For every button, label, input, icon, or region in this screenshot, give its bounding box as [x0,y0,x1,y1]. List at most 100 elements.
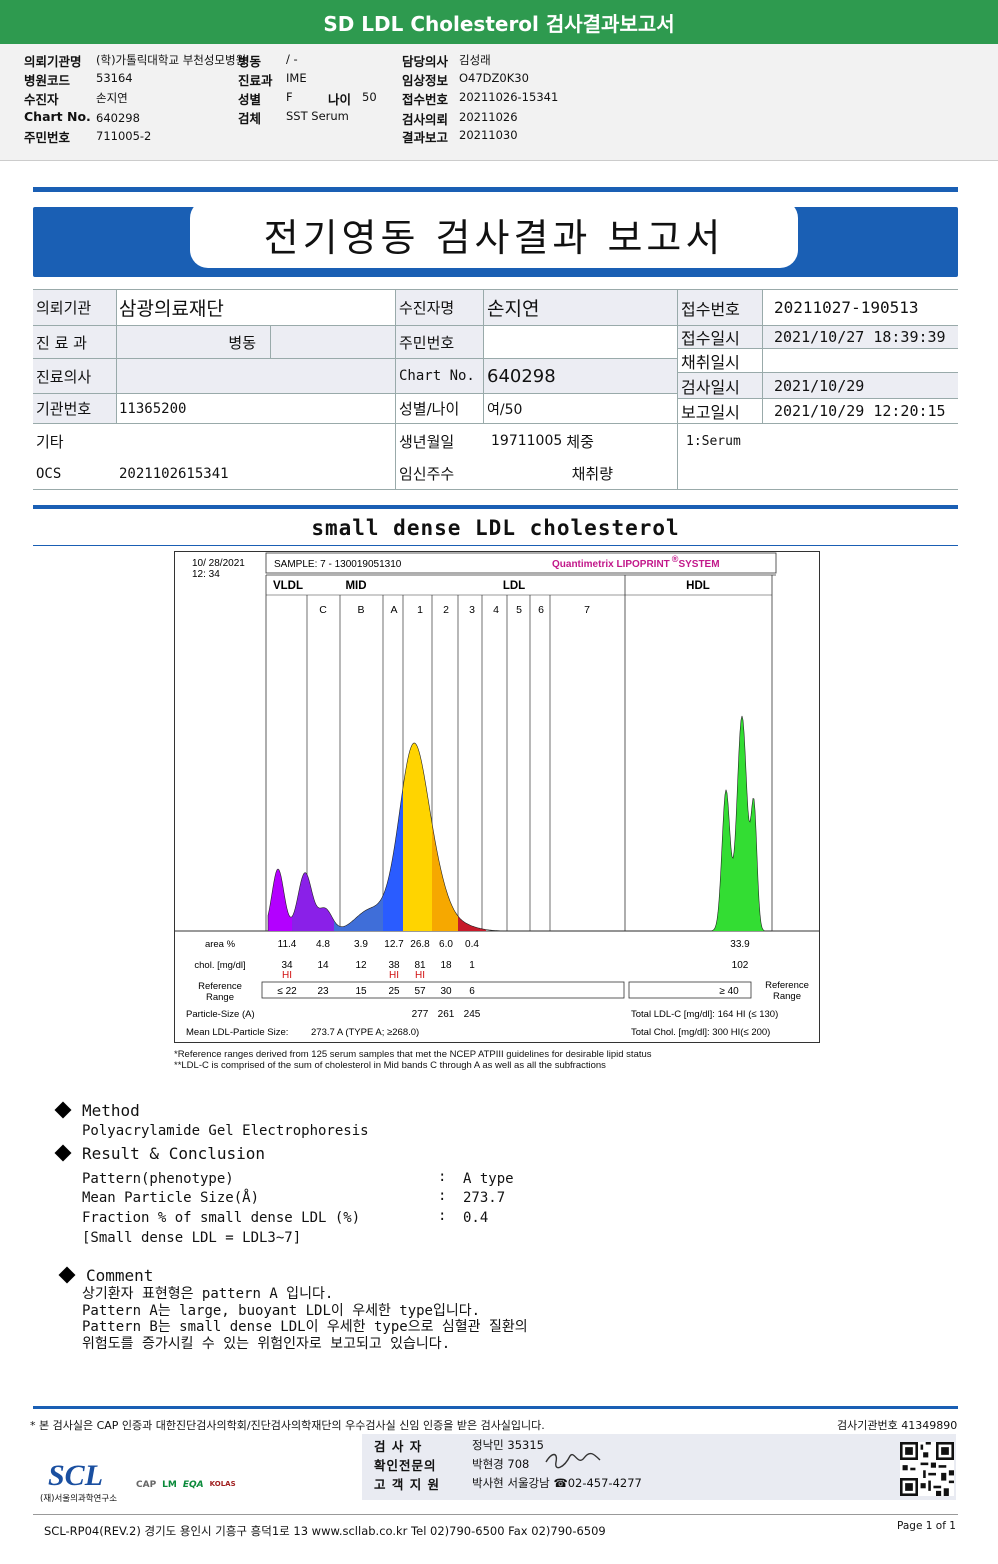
birth-label: 생년월일 [399,432,455,451]
ref-range-value: 23 [317,986,329,997]
header-key: 검사의뢰 [402,112,449,127]
particle-size-value: 245 [464,1009,481,1020]
signer-name: 박현경 708 [472,1457,530,1471]
header-key: Chart No. [24,109,91,124]
chart-curve-segment [458,916,486,931]
chart-group-label: MID [345,580,366,592]
header-key: 의뢰기관명 [24,54,82,69]
mean-size-label: Mean LDL-Particle Size: [186,1027,288,1038]
bullet-diamond-icon [54,1144,72,1162]
chart-curve-segment [292,872,334,931]
footer-address: SCL-RP04(REV.2) 경기도 용인시 기흥구 흥덕1로 13 www.… [44,1524,606,1538]
doctor-label: 진료의사 [33,359,395,394]
receipt-no-value: 20211027-190513 [762,290,958,326]
method-text: Polyacrylamide Gel Electrophoresis [82,1123,369,1139]
scl-logo: SCL [48,1459,104,1492]
misc-label: 기타 [36,432,64,451]
signer-role: 고 객 지 원 [374,1477,441,1492]
chart-group-label: VLDL [273,580,303,592]
result-value: A type [463,1171,514,1187]
chol-value: 34 [281,960,293,971]
chart-band-label: A [390,604,397,616]
result-label: Pattern(phenotype) [82,1171,234,1187]
ref-range-value: 6 [469,986,475,997]
chart-result-table: area %chol. [mg/dl]ReferenceRangeReferen… [186,939,809,1038]
accreditation-logos: CAP LM EQA KOLAS [136,1480,236,1490]
pregnancy-label: 임신주수 [396,458,484,490]
collect-label: 채취일시 [678,349,762,373]
header-value: 김성래 [459,53,491,67]
chart-footnote: **LDL-C is comprised of the sum of chole… [174,1060,606,1071]
chart-band-label: B [357,604,364,616]
method-heading: Method [82,1101,140,1120]
title-top-rule [33,187,958,192]
hi-flag: HI [389,970,399,981]
receipt-dt-value: 2021/10/27 18:39:39 [762,326,958,349]
receipt-dt-label: 접수일시 [678,326,762,349]
result-colon: : [438,1188,447,1204]
table-divider [395,290,396,490]
test-date-value: 2021/10/29 [762,373,958,399]
result-note: [Small dense LDL = LDL3~7] [82,1230,302,1246]
test-date-label: 검사일시 [678,373,762,399]
result-value: 273.7 [463,1190,506,1206]
ref-range-value: 30 [440,986,452,997]
chart-band-label: 3 [469,604,475,616]
header-key: 담당의사 [402,54,449,69]
chart-band-label: 4 [493,604,499,616]
table-divider [483,290,484,424]
particle-size-label: Particle-Size (A) [186,1009,255,1020]
area-pct-value: 6.0 [439,939,453,950]
eqa-logo: EQA [182,1480,204,1490]
header-info-panel: 의뢰기관명 (학)가톨릭대학교 부천성모병원 병원코드 53164 수진자 손지… [0,44,998,161]
patient-label: 수진자명 [396,290,484,326]
header-key: 검체 [238,111,262,126]
chol-value: 18 [440,960,452,971]
bullet-diamond-icon [54,1101,72,1119]
header-value: 711005-2 [96,129,152,143]
footer-rule [33,1406,958,1409]
area-pct-value: 11.4 [278,939,297,950]
comment-line: Pattern B는 small dense LDL이 우세한 type으로 심… [82,1319,528,1335]
chart-footnote: *Reference ranges derived from 125 serum… [174,1049,652,1060]
chart-footnotes: *Reference ranges derived from 125 serum… [174,1049,652,1071]
total-ldl: Total LDL-C [mg/dl]: 164 HI (≤ 130) [631,1009,778,1020]
chart-band-label: 1 [417,604,423,616]
footer-divider [33,1514,958,1515]
chart-time: 12: 34 [192,569,220,580]
sex-age-label: 성별/나이 [396,394,484,424]
ref-range-value: ≤ 22 [277,986,297,997]
header-value: / - [286,52,298,66]
header-value: SST Serum [286,109,349,123]
page-number: Page 1 of 1 [897,1520,956,1532]
area-pct-value: 4.8 [316,939,330,950]
chart-sample: SAMPLE: 7 - 130019051310 [274,559,402,570]
header-value: 20211030 [459,128,518,142]
signature-box: 검 사 자 정낙민 35315 확인전문의 박현경 708 고 객 지 원 박사… [362,1434,956,1500]
header-key: 병원코드 [24,73,71,88]
chart-label: Chart No. [396,359,484,394]
ref-row-label: Range [206,992,234,1003]
comment-line: 위험도를 증가시킬 수 있는 위험인자로 보고되고 있습니다. [82,1335,451,1352]
comment-line: 상기환자 표현형은 pattern A 입니다. [82,1286,334,1302]
chol-value: 81 [414,960,426,971]
header-value: IME [286,71,307,85]
institution-label: 의뢰기관 [33,290,116,326]
header-key: 성별 [238,92,262,107]
kolas-logo: KOLAS [209,1480,236,1488]
chart-curves [267,715,772,932]
section-rule-bottom [33,545,958,546]
hi-flag: HI [282,970,292,981]
table-divider [116,290,117,424]
chol-value: 38 [388,960,400,971]
ref-range-value: ≥ 40 [719,986,739,997]
area-pct-value: 26.8 [410,939,430,950]
report-date-value: 2021/10/29 12:20:15 [762,399,958,424]
certification-note: * 본 검사실은 CAP 인증과 대한진단검사의학회/진단검사의학재단의 우수검… [30,1419,545,1432]
result-label: Fraction % of small dense LDL (%) [82,1210,361,1226]
header-value: 640298 [96,111,140,125]
section-title: small dense LDL cholesterol [311,516,680,540]
mean-size-value: 273.7 A (TYPE A; ≥268.0) [311,1027,419,1038]
chart-labels: VLDL MID LDL HDL C B A 1 2 3 4 5 6 7 [273,580,710,616]
ref-row-label-right: Reference [765,980,809,991]
